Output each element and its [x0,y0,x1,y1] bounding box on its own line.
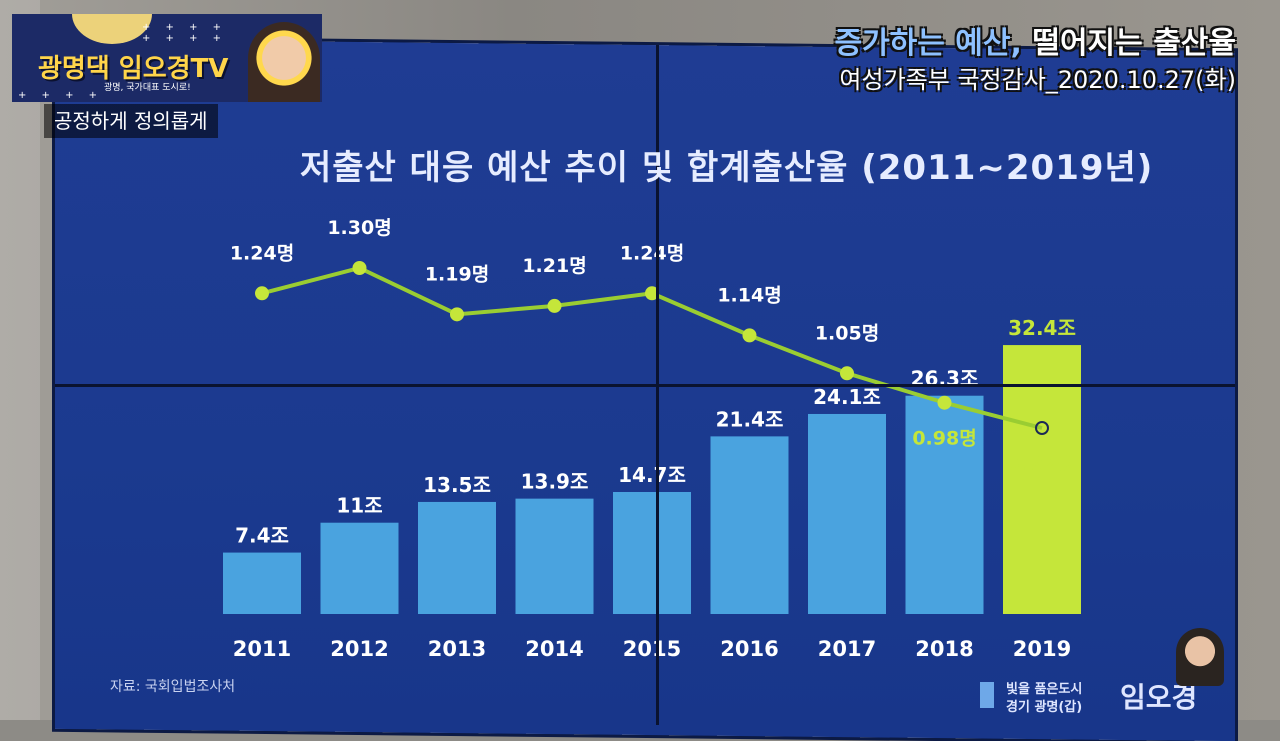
footer-avatar [1176,628,1224,686]
wall-panel [0,0,40,720]
bar-value-label: 26.3조 [911,367,979,391]
stars-icon: + + + + + + + + [142,22,228,44]
category-label: 2016 [720,637,778,661]
channel-name: 광명댁 임오경TV [38,54,229,84]
bar-value-label: 7.4조 [235,524,289,548]
bar-value-label: 14.7조 [618,463,686,487]
bar [515,498,594,614]
stars-icon: + + + + [18,90,104,101]
category-label: 2014 [525,637,583,661]
rate-point [352,261,367,275]
category-label: 2013 [428,637,486,661]
caption-highlight: 증가하는 예산, [834,26,1022,61]
rate-value-label: 1.05명 [815,322,879,344]
channel-tagline: 공정하게 정의롭게 [44,104,218,138]
rate-point [450,307,464,322]
rate-value-label: 1.24명 [230,242,294,264]
category-label: 2017 [818,637,876,661]
chart: 7.4조 2011 11조 2012 13.5조 2013 13.9조 2014 14.7조 20… [223,217,1081,661]
category-label: 2018 [915,637,973,661]
footer-line2: 경기 광명(갑) [1006,700,1083,715]
screen-bezel-horizontal [55,384,1235,387]
rate-point [547,298,562,313]
category-label: 2015 [623,637,681,661]
rate-value-label: 0.92명 [1010,453,1074,475]
footer-line1: 빛을 품은도시 [1006,682,1083,697]
moon-icon [72,14,152,44]
bar-value-label: 11조 [336,494,382,518]
bar [808,413,886,614]
rate-point [255,286,269,301]
rate-point [1035,421,1049,435]
source-note: 자료: 국회입법조사처 [110,679,236,695]
bar-value-label: 32.4조 [1008,316,1076,340]
bar [418,501,496,614]
channel-badge: + + + + + + + + + + + + 광명댁 임오경TV 광명, 국가대… [12,14,322,102]
channel-subtitle: 광명, 국가대표 도시로! [104,83,191,93]
category-label: 2011 [233,637,291,661]
rate-value-label: 1.30명 [327,217,391,239]
bar-value-label: 24.1조 [813,385,881,409]
bar [223,552,301,614]
category-label: 2019 [1013,637,1071,661]
slide-title: 저출산 대응 예산 추이 및 합계출산율 (2011~2019년) [300,148,1154,188]
host-avatar [248,22,320,102]
rate-value-label: 1.24명 [620,242,684,264]
bar [710,436,789,614]
category-label: 2012 [330,637,388,661]
bar-value-label: 21.4조 [716,407,784,431]
bar-value-label: 13.9조 [521,470,589,494]
rate-point [742,328,757,343]
bar [613,491,691,614]
caption-rest: 떨어지는 출산율 [1032,26,1236,61]
rate-point [937,395,952,410]
caption-headline: 증가하는 예산, 떨어지는 출산율 [834,18,1236,62]
bar [1003,345,1081,614]
footer-name: 임오경 [1120,681,1198,714]
bar-value-label: 13.5조 [423,473,491,497]
footer-logo: 빛을 품은도시 경기 광명(갑) 임오경 [980,676,1220,716]
rate-value-label: 1.21명 [522,255,586,277]
rate-value-label: 0.98명 [912,428,976,450]
rate-point [840,366,854,381]
logo-mark-icon [980,682,994,708]
caption-subline: 여성가족부 국정감사_2020.10.27(화) [839,66,1236,94]
rate-value-label: 1.14명 [717,284,781,306]
bar [905,395,984,614]
rate-value-label: 1.19명 [425,263,489,285]
bar [320,522,399,614]
